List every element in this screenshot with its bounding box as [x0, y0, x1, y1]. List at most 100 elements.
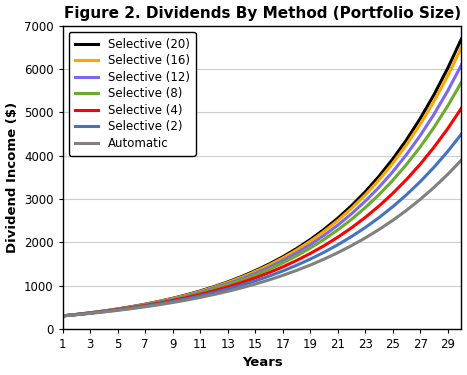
Selective (2): [431, 165, 437, 170]
Selective (8): [87, 311, 93, 315]
Selective (16): [74, 312, 79, 316]
Automatic: [184, 298, 189, 302]
Selective (12): [307, 242, 313, 247]
Selective (20): [101, 309, 107, 313]
Selective (4): [321, 243, 327, 248]
Selective (8): [376, 192, 382, 197]
Selective (12): [211, 286, 217, 290]
Selective (4): [403, 177, 409, 182]
Selective (2): [156, 302, 162, 306]
Selective (8): [417, 145, 423, 149]
X-axis label: Years: Years: [242, 357, 283, 369]
Selective (8): [198, 291, 203, 295]
Automatic: [266, 278, 272, 282]
Selective (20): [142, 302, 148, 306]
Selective (8): [253, 273, 258, 278]
Selective (4): [335, 235, 340, 240]
Selective (2): [101, 309, 107, 314]
Selective (8): [445, 104, 451, 108]
Automatic: [390, 218, 396, 223]
Automatic: [362, 236, 368, 240]
Selective (2): [115, 308, 120, 312]
Selective (4): [101, 309, 107, 314]
Selective (12): [115, 307, 120, 312]
Selective (8): [225, 283, 231, 287]
Automatic: [294, 268, 299, 273]
Selective (8): [101, 309, 107, 314]
Selective (4): [417, 162, 423, 166]
Selective (16): [321, 229, 327, 234]
Selective (16): [294, 248, 299, 252]
Automatic: [142, 304, 148, 309]
Selective (2): [184, 297, 189, 301]
Selective (2): [129, 306, 134, 310]
Selective (20): [362, 190, 368, 194]
Selective (2): [294, 263, 299, 268]
Selective (16): [280, 256, 285, 260]
Selective (8): [431, 125, 437, 130]
Selective (8): [349, 217, 354, 222]
Selective (20): [87, 310, 93, 315]
Selective (4): [198, 292, 203, 297]
Selective (12): [253, 271, 258, 276]
Selective (16): [266, 263, 272, 267]
Automatic: [445, 172, 451, 177]
Selective (8): [170, 297, 176, 302]
Selective (2): [349, 234, 354, 239]
Selective (16): [87, 310, 93, 315]
Selective (12): [403, 152, 409, 157]
Selective (20): [60, 314, 65, 318]
Selective (8): [294, 254, 299, 258]
Selective (8): [459, 80, 464, 84]
Line: Selective (20): Selective (20): [63, 39, 461, 316]
Selective (2): [307, 257, 313, 261]
Selective (2): [170, 299, 176, 304]
Selective (12): [198, 290, 203, 294]
Selective (2): [211, 290, 217, 295]
Automatic: [376, 227, 382, 232]
Selective (4): [349, 226, 354, 230]
Selective (20): [266, 262, 272, 266]
Selective (16): [459, 45, 464, 50]
Selective (8): [403, 162, 409, 167]
Selective (16): [417, 122, 423, 126]
Selective (12): [294, 251, 299, 255]
Selective (2): [459, 132, 464, 136]
Selective (16): [445, 74, 451, 78]
Automatic: [253, 282, 258, 286]
Selective (16): [115, 307, 120, 311]
Selective (4): [74, 312, 79, 317]
Automatic: [431, 185, 437, 190]
Selective (8): [307, 246, 313, 250]
Selective (12): [184, 294, 189, 298]
Selective (4): [253, 276, 258, 280]
Selective (4): [445, 126, 451, 131]
Selective (16): [156, 299, 162, 304]
Selective (4): [307, 251, 313, 256]
Selective (2): [87, 311, 93, 315]
Selective (12): [225, 282, 231, 286]
Selective (4): [211, 289, 217, 293]
Selective (2): [445, 149, 451, 154]
Selective (2): [142, 304, 148, 308]
Selective (8): [184, 294, 189, 299]
Line: Selective (12): Selective (12): [63, 65, 461, 316]
Selective (20): [239, 274, 244, 279]
Selective (2): [60, 314, 65, 318]
Automatic: [403, 208, 409, 213]
Automatic: [225, 289, 231, 294]
Selective (8): [142, 303, 148, 307]
Selective (8): [239, 278, 244, 282]
Selective (12): [459, 63, 464, 67]
Selective (20): [170, 296, 176, 300]
Automatic: [349, 243, 354, 248]
Selective (2): [198, 294, 203, 298]
Selective (20): [417, 116, 423, 121]
Selective (20): [321, 227, 327, 232]
Automatic: [417, 197, 423, 202]
Selective (12): [445, 88, 451, 93]
Selective (8): [129, 305, 134, 309]
Selective (8): [156, 300, 162, 304]
Selective (4): [431, 145, 437, 150]
Selective (20): [459, 37, 464, 41]
